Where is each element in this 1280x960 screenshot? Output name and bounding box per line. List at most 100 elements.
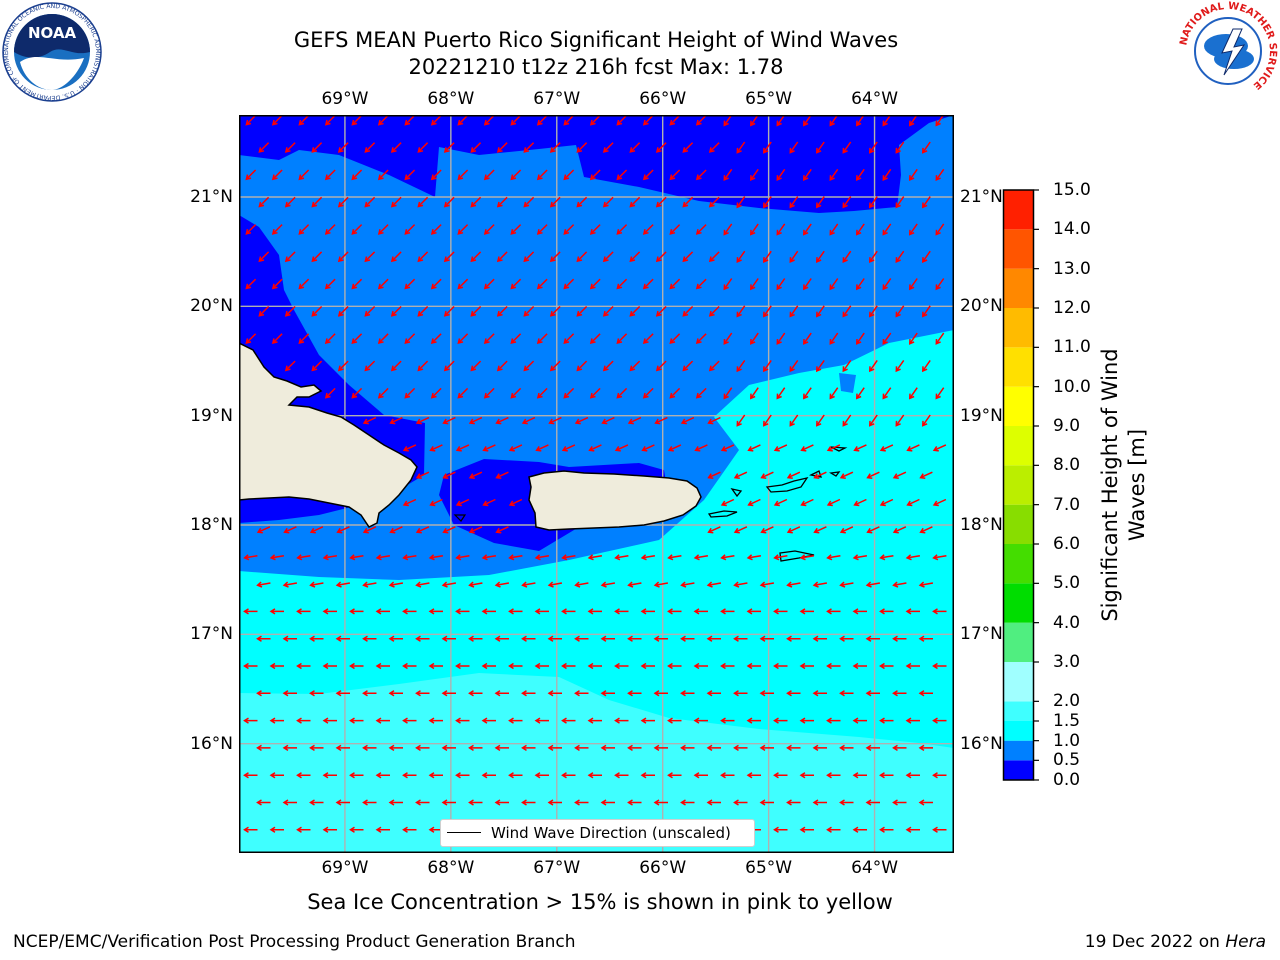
direction-arrow xyxy=(842,414,852,427)
direction-arrow xyxy=(763,196,772,209)
direction-arrow xyxy=(922,250,931,263)
direction-arrow xyxy=(733,581,748,588)
direction-arrow xyxy=(534,662,549,670)
colorbar-tick-label-14: 12.0 xyxy=(1053,298,1091,318)
direction-arrow xyxy=(457,333,469,345)
direction-arrow xyxy=(510,387,522,399)
direction-arrow xyxy=(587,772,602,779)
direction-arrow xyxy=(243,662,258,670)
direction-arrow xyxy=(655,251,667,263)
direction-arrow xyxy=(879,444,894,452)
direction-arrow xyxy=(695,169,707,181)
direction-arrow xyxy=(589,278,601,290)
direction-arrow xyxy=(682,305,694,317)
legend-line-swatch xyxy=(447,832,481,833)
direction-arrow xyxy=(322,608,337,615)
direction-arrow xyxy=(309,799,324,806)
direction-arrow xyxy=(468,581,483,588)
direction-arrow xyxy=(932,608,947,615)
direction-arrow xyxy=(905,608,920,615)
direction-arrow xyxy=(842,305,852,318)
direction-arrow xyxy=(642,169,654,181)
legend-label: Wind Wave Direction (unscaled) xyxy=(491,824,731,842)
direction-arrow xyxy=(803,278,812,291)
colorbar-tick-label-12: 10.0 xyxy=(1053,376,1091,397)
lon-tick-bottom-5: 64°W xyxy=(851,858,899,878)
land-anegada xyxy=(830,446,848,452)
direction-arrow xyxy=(441,635,456,642)
direction-arrow xyxy=(614,662,629,670)
direction-arrow xyxy=(364,305,376,317)
direction-arrow xyxy=(375,717,390,724)
direction-arrow xyxy=(895,359,905,373)
direction-arrow xyxy=(680,690,695,697)
direction-arrow xyxy=(508,772,523,779)
direction-arrow xyxy=(245,115,257,126)
direction-arrow xyxy=(856,168,865,182)
direction-arrow xyxy=(430,115,442,126)
lon-tick-top-3: 66°W xyxy=(639,89,687,109)
lon-tick-bottom-4: 65°W xyxy=(745,858,793,878)
colorbar-segment-12 xyxy=(1003,347,1034,387)
direction-arrow xyxy=(510,169,522,181)
direction-arrow xyxy=(349,608,364,615)
direction-arrow xyxy=(763,305,772,318)
direction-arrow xyxy=(776,223,786,236)
direction-arrow xyxy=(918,581,934,588)
direction-arrow xyxy=(760,471,774,479)
direction-arrow xyxy=(309,690,324,697)
direction-arrow xyxy=(773,772,788,779)
direction-arrow xyxy=(587,717,602,724)
colorbar-tick-label-9: 7.0 xyxy=(1053,494,1081,515)
direction-arrow xyxy=(390,251,402,263)
direction-arrow xyxy=(390,305,402,317)
direction-arrow xyxy=(481,772,496,779)
direction-arrow xyxy=(271,278,283,290)
direction-arrow xyxy=(388,635,403,642)
direction-arrow xyxy=(269,608,284,615)
footer-host: Hera xyxy=(1225,932,1266,952)
direction-arrow xyxy=(865,690,880,697)
direction-arrow xyxy=(495,416,509,425)
direction-arrow xyxy=(816,196,825,209)
direction-arrow xyxy=(588,444,602,452)
direction-arrow xyxy=(680,799,695,806)
direction-arrow xyxy=(415,581,430,588)
direction-arrow xyxy=(786,690,801,697)
colorbar-title-line2: Waves [m] xyxy=(1125,428,1149,542)
direction-arrow xyxy=(708,305,720,317)
direction-arrow xyxy=(736,359,746,373)
direction-arrow xyxy=(629,360,641,372)
direction-arrow xyxy=(508,717,523,724)
colorbar-segment-13 xyxy=(1003,308,1034,348)
direction-arrow xyxy=(773,717,788,724)
colorbar-segment-7 xyxy=(1003,544,1034,584)
direction-arrow xyxy=(616,224,628,235)
direction-arrow xyxy=(852,772,867,779)
direction-arrow xyxy=(296,717,311,724)
direction-arrow xyxy=(457,115,469,126)
direction-arrow xyxy=(922,305,931,318)
direction-arrow xyxy=(324,115,336,126)
direction-arrow xyxy=(693,717,708,724)
colorbar-tick-label-11: 9.0 xyxy=(1053,416,1081,436)
direction-arrow xyxy=(842,141,852,154)
direction-arrow xyxy=(842,250,852,263)
direction-arrow xyxy=(377,278,389,290)
direction-arrow xyxy=(404,224,416,235)
direction-arrow xyxy=(258,305,270,317)
direction-arrow xyxy=(641,444,655,452)
direction-arrow xyxy=(680,744,695,752)
direction-arrow xyxy=(653,690,668,697)
direction-arrow xyxy=(443,196,455,208)
direction-arrow xyxy=(720,554,735,561)
direction-arrow xyxy=(667,554,682,561)
direction-arrow xyxy=(417,196,429,208)
direction-arrow xyxy=(866,526,880,534)
direction-arrow xyxy=(640,662,655,670)
lon-tick-top-4: 65°W xyxy=(745,89,793,109)
direction-arrow xyxy=(430,387,442,399)
direction-arrow xyxy=(349,554,364,561)
colorbar-title-line1: Significant Height of Wind xyxy=(1098,348,1122,622)
direction-arrow xyxy=(852,826,867,833)
